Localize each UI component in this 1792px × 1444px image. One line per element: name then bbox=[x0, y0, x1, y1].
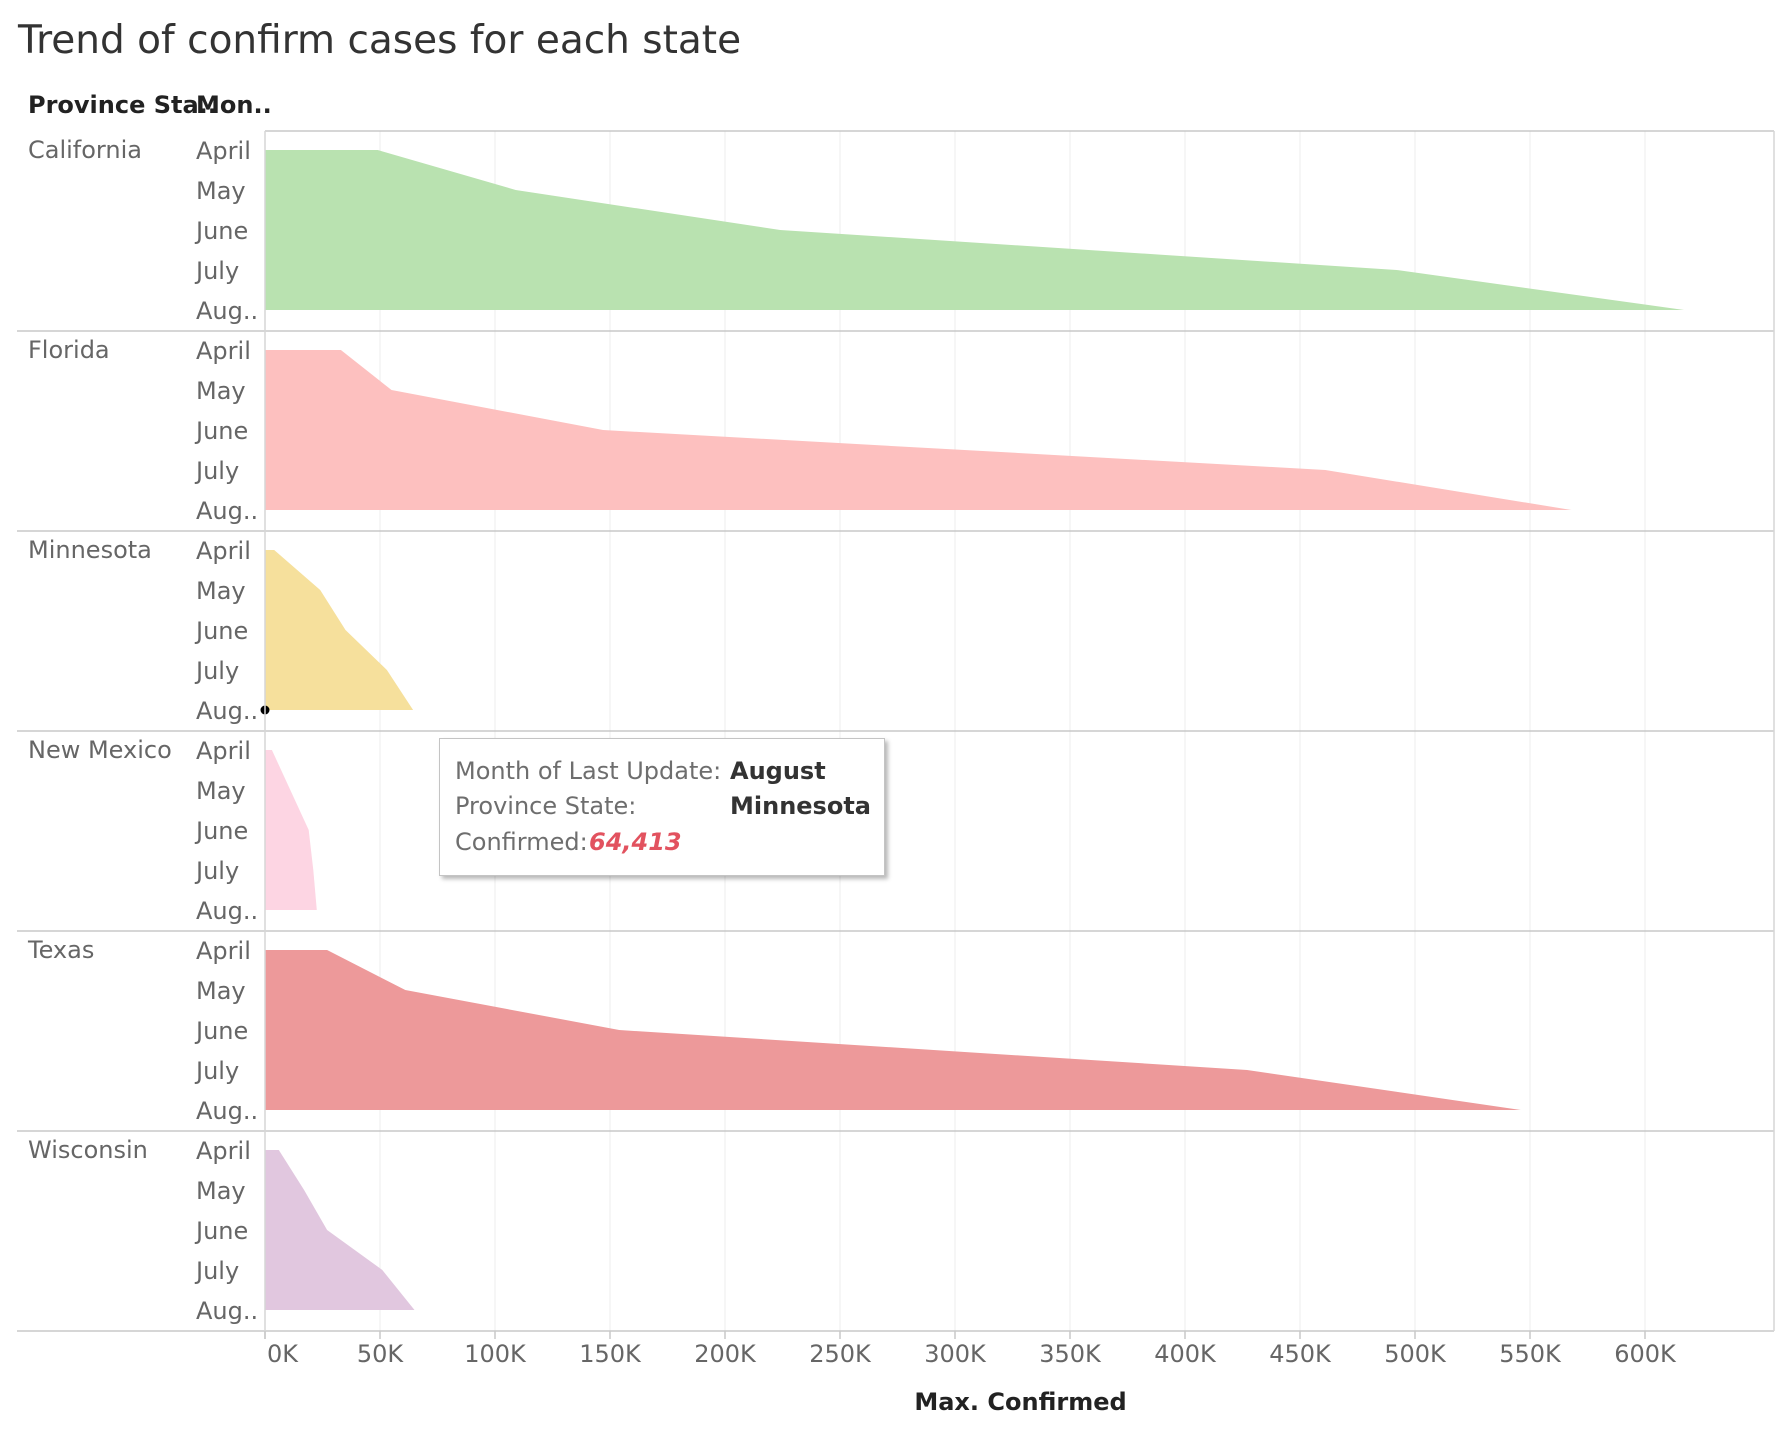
state-label: Florida bbox=[28, 336, 110, 364]
month-label: April bbox=[196, 937, 251, 965]
row-header-state: Province Sta.. bbox=[28, 91, 217, 119]
x-tick-label: 450K bbox=[1269, 1340, 1332, 1368]
x-tick-label: 100K bbox=[464, 1340, 527, 1368]
month-label: July bbox=[194, 657, 239, 685]
month-label: July bbox=[194, 1057, 239, 1085]
tooltip-confirmed-value: 64,413 bbox=[589, 828, 682, 856]
x-tick-label: 200K bbox=[694, 1340, 757, 1368]
month-label: July bbox=[194, 257, 239, 285]
state-label: New Mexico bbox=[28, 736, 172, 764]
chart-title: Trend of confirm cases for each state bbox=[18, 18, 742, 63]
x-tick-label: 50K bbox=[357, 1340, 405, 1368]
area-marks bbox=[260, 150, 1685, 1310]
x-tick-label: 150K bbox=[579, 1340, 642, 1368]
chart-frame bbox=[17, 130, 1775, 1339]
x-tick-label: 550K bbox=[1499, 1340, 1562, 1368]
month-label: May bbox=[196, 377, 246, 405]
x-tick-label: 250K bbox=[809, 1340, 872, 1368]
area-texas bbox=[265, 950, 1521, 1110]
x-axis: 0K 50K 100K 150K 200K 250K 300K 350K 400K 450K 500… bbox=[264, 1331, 1677, 1416]
month-label: April bbox=[196, 737, 251, 765]
area-new-mexico bbox=[265, 750, 317, 910]
month-label: Aug.. bbox=[196, 697, 258, 725]
month-label: July bbox=[194, 1257, 239, 1285]
x-axis-label: Max. Confirmed bbox=[914, 1388, 1126, 1416]
month-label: June bbox=[194, 417, 248, 445]
month-label: July bbox=[194, 457, 239, 485]
x-tick-label: 400K bbox=[1154, 1340, 1217, 1368]
month-label: June bbox=[194, 1217, 248, 1245]
row-header-month: Mon.. bbox=[196, 91, 272, 119]
month-label: April bbox=[196, 1137, 251, 1165]
area-wisconsin bbox=[265, 1150, 415, 1310]
tooltip-confirmed-label: Confirmed: bbox=[455, 828, 588, 856]
month-label: Aug.. bbox=[196, 297, 258, 325]
row-labels: Province Sta..Mon.. California April May Jun… bbox=[27, 91, 272, 1325]
x-tick-label: 600K bbox=[1614, 1340, 1677, 1368]
month-label: June bbox=[194, 617, 248, 645]
month-label: April bbox=[196, 337, 251, 365]
area-california bbox=[265, 150, 1685, 310]
month-label: July bbox=[194, 857, 239, 885]
state-label: Texas bbox=[27, 936, 94, 964]
state-label: Wisconsin bbox=[28, 1136, 148, 1164]
x-tick-label: 300K bbox=[924, 1340, 987, 1368]
month-label: Aug.. bbox=[196, 1297, 258, 1325]
x-tick-label: 500K bbox=[1384, 1340, 1447, 1368]
x-tick-label: 350K bbox=[1039, 1340, 1102, 1368]
month-label: Aug.. bbox=[196, 897, 258, 925]
tooltip-state-label: Province State: bbox=[455, 792, 637, 820]
month-label: May bbox=[196, 777, 246, 805]
month-label: May bbox=[196, 177, 246, 205]
month-label: June bbox=[194, 217, 248, 245]
state-label: Minnesota bbox=[28, 536, 152, 564]
area-minnesota bbox=[265, 550, 414, 710]
month-label: April bbox=[196, 537, 251, 565]
month-label: Aug.. bbox=[196, 497, 258, 525]
month-label: April bbox=[196, 137, 251, 165]
state-label: California bbox=[28, 136, 142, 164]
data-tooltip: Month of Last Update: August Province St… bbox=[439, 738, 885, 876]
month-label: June bbox=[194, 1017, 248, 1045]
month-label: May bbox=[196, 577, 246, 605]
x-tick-label: 0K bbox=[267, 1340, 299, 1368]
tooltip-month-label: Month of Last Update: bbox=[455, 757, 722, 785]
month-label: June bbox=[194, 817, 248, 845]
month-label: May bbox=[196, 1177, 246, 1205]
month-label: Aug.. bbox=[196, 1097, 258, 1125]
month-label: May bbox=[196, 977, 246, 1005]
tooltip-month-value: August bbox=[730, 757, 826, 785]
area-florida bbox=[265, 350, 1572, 510]
tooltip-state-value: Minnesota bbox=[730, 792, 871, 820]
